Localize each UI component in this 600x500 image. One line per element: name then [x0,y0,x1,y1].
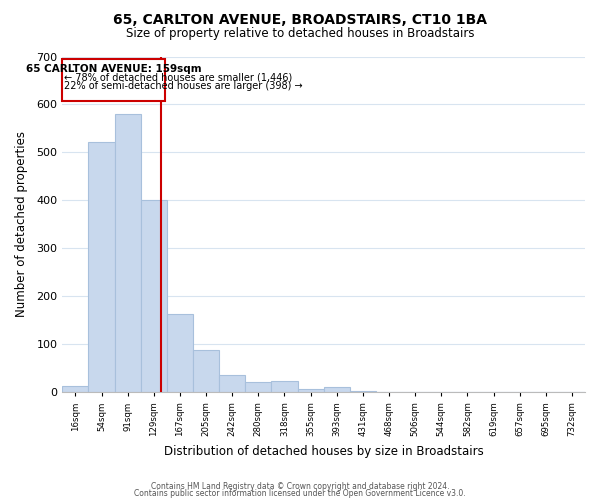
Text: Size of property relative to detached houses in Broadstairs: Size of property relative to detached ho… [126,28,474,40]
Bar [88,142,115,393]
Bar [141,200,167,392]
Text: Contains HM Land Registry data © Crown copyright and database right 2024.: Contains HM Land Registry data © Crown c… [151,482,449,491]
Bar [298,389,323,392]
Text: 22% of semi-detached houses are larger (398) →: 22% of semi-detached houses are larger (… [64,82,303,92]
X-axis label: Distribution of detached houses by size in Broadstairs: Distribution of detached houses by size … [164,444,484,458]
Bar [62,386,88,392]
Bar [167,314,193,392]
Text: 65 CARLTON AVENUE: 159sqm: 65 CARLTON AVENUE: 159sqm [26,64,202,74]
Bar [115,114,141,392]
Bar [350,391,376,392]
Text: 65, CARLTON AVENUE, BROADSTAIRS, CT10 1BA: 65, CARLTON AVENUE, BROADSTAIRS, CT10 1B… [113,12,487,26]
Text: ← 78% of detached houses are smaller (1,446): ← 78% of detached houses are smaller (1,… [64,73,293,83]
Bar [271,381,298,392]
Y-axis label: Number of detached properties: Number of detached properties [15,132,28,318]
Bar [193,350,219,393]
Text: Contains public sector information licensed under the Open Government Licence v3: Contains public sector information licen… [134,490,466,498]
Bar [323,386,350,392]
FancyBboxPatch shape [62,59,165,100]
Bar [219,376,245,392]
Bar [245,382,271,392]
